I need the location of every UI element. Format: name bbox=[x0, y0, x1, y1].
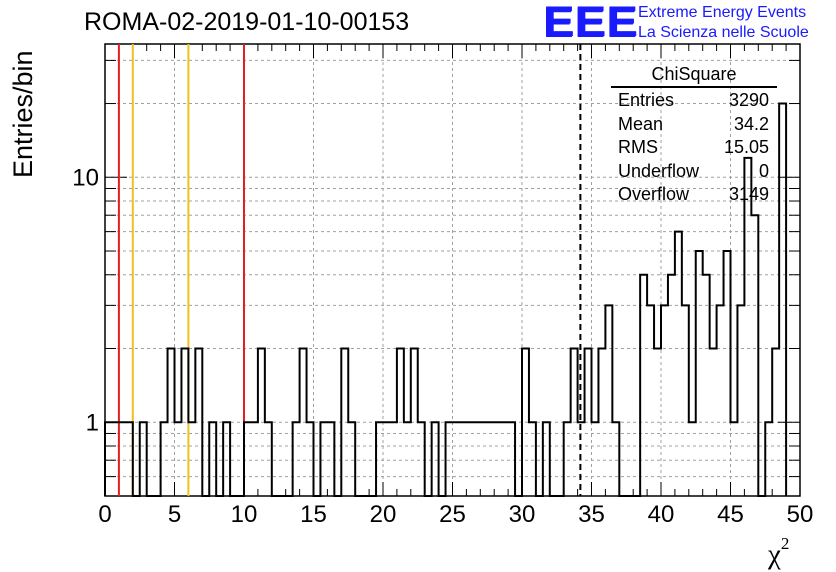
eee-logo-line1: Extreme Energy Events bbox=[638, 4, 807, 21]
x-tick-label: 45 bbox=[717, 501, 744, 528]
y-axis-label: Entries/bin bbox=[8, 50, 38, 178]
x-tick-label: 40 bbox=[648, 501, 675, 528]
y-tick-label: 1 bbox=[86, 409, 99, 436]
x-tick-label: 50 bbox=[787, 501, 814, 528]
stats-row-overflow: Overflow 3149 bbox=[618, 184, 769, 204]
chart-title: ROMA-02-2019-01-10-00153 bbox=[84, 8, 410, 36]
x-tick-label: 35 bbox=[578, 501, 605, 528]
stats-row-entries: Entries 3290 bbox=[618, 90, 769, 110]
y-tick-label: 10 bbox=[72, 164, 99, 191]
x-tick-label: 0 bbox=[98, 501, 111, 528]
x-tick-label: 5 bbox=[168, 501, 181, 528]
x-tick-label: 25 bbox=[439, 501, 466, 528]
x-tick-label: 30 bbox=[509, 501, 536, 528]
stats-row-underflow: Underflow 0 bbox=[618, 160, 769, 181]
histogram-steps bbox=[104, 102, 788, 497]
x-tick-label: 10 bbox=[231, 501, 258, 528]
eee-logo-line2: La Scienza nelle Scuole bbox=[638, 24, 809, 41]
stats-row-mean: Mean 34.2 bbox=[618, 113, 769, 134]
stats-row-rms: RMS 15.05 bbox=[618, 137, 769, 157]
eee-logo-text: EEE bbox=[543, 0, 639, 46]
x-tick-label: 20 bbox=[370, 501, 397, 528]
stats-box: ChiSquare Entries 3290 Mean 34.2 RMS 15.05 … bbox=[609, 64, 779, 207]
x-tick-label: 15 bbox=[300, 501, 327, 528]
x-axis-label: χ2 bbox=[768, 534, 790, 571]
stats-title: ChiSquare bbox=[611, 64, 777, 88]
